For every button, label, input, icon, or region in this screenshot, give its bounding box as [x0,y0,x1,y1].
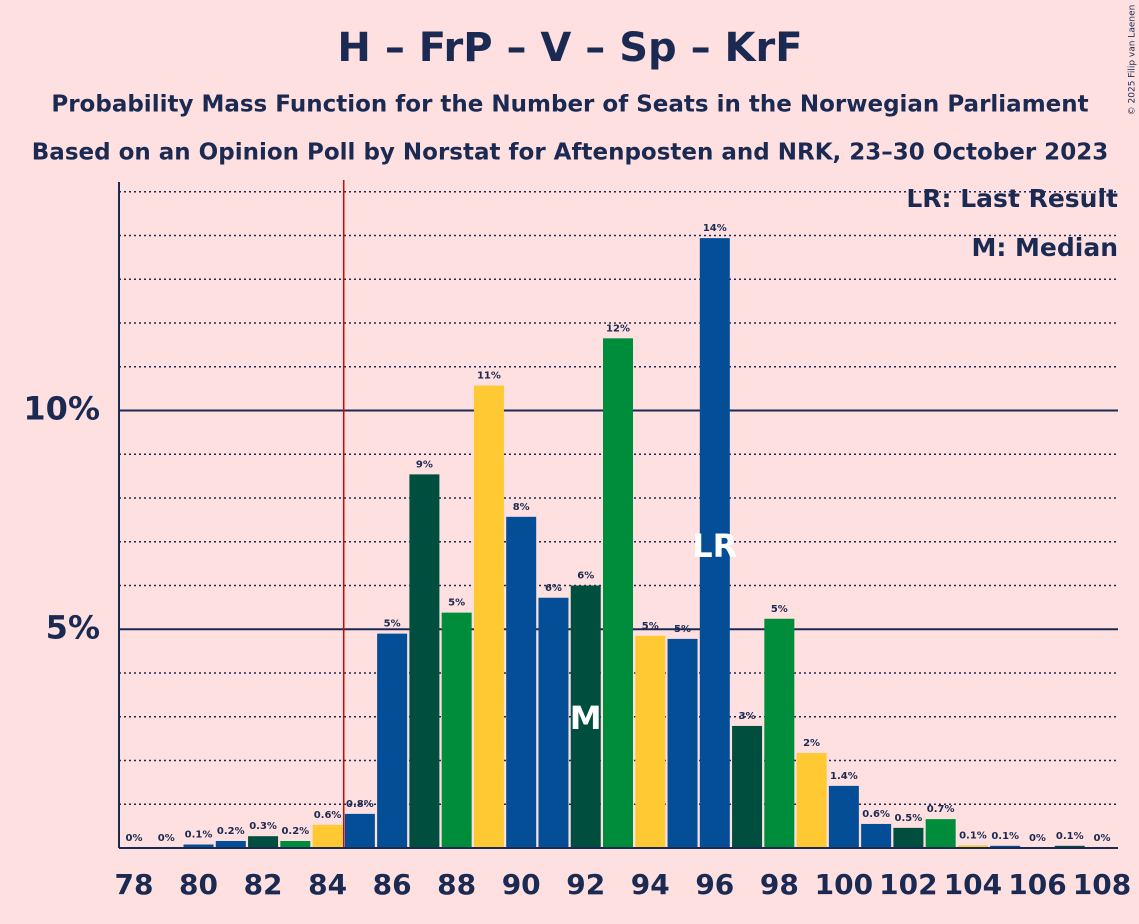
x-tick-label: 84 [308,868,347,901]
bar [764,618,795,848]
x-tick-label: 100 [815,868,873,901]
legend-entry: M: Median [971,233,1118,262]
data-label: 0.2% [217,826,245,837]
bar [828,785,859,848]
bar [538,597,569,848]
data-label: 0.3% [249,821,277,832]
x-tick-label: 94 [631,868,670,901]
data-label: 0.1% [959,830,987,841]
data-label: 6% [577,571,594,582]
bar [635,635,666,848]
bar [699,238,730,848]
data-label: 5% [771,604,788,615]
bar [344,813,375,848]
x-tick-label: 98 [760,868,799,901]
bar [990,845,1021,848]
data-label: 6% [545,583,562,594]
chart-subtitle: Probability Mass Function for the Number… [51,92,1088,118]
data-label: 0.1% [991,831,1019,842]
x-tick-label: 86 [373,868,412,901]
data-label: 0.8% [346,799,374,810]
bar [732,725,763,848]
bar [215,841,246,848]
chart-subtitle: Based on an Opinion Poll by Norstat for … [32,140,1108,166]
data-label: 0.6% [862,809,890,820]
data-label: 8% [513,502,530,513]
data-label: 0.6% [314,810,342,821]
y-tick-label: 10% [23,390,100,428]
data-label: 0% [126,833,143,844]
data-label: 5% [384,619,401,630]
x-tick-label: 78 [115,868,154,901]
bar [248,836,279,848]
data-label: 11% [477,371,501,382]
x-tick-label: 104 [944,868,1002,901]
bar [893,827,924,848]
data-label: 12% [606,323,630,334]
bar [280,841,311,848]
x-tick-label: 82 [244,868,283,901]
data-label: 0.1% [1056,831,1084,842]
bar [667,638,698,848]
data-label: 9% [416,459,433,470]
x-tick-label: 90 [502,868,541,901]
bar [473,385,504,848]
data-label: 0.2% [281,826,309,837]
data-label: 5% [674,624,691,635]
data-label: 5% [642,621,659,632]
bar [441,612,472,848]
x-tick-label: 108 [1073,868,1131,901]
bar [603,338,633,848]
chart-title: H – FrP – V – Sp – KrF [337,25,802,71]
x-tick-label: 102 [879,868,937,901]
bar [409,474,440,848]
data-label: 0.5% [895,813,923,824]
bar [377,633,408,848]
bar [570,585,601,848]
x-tick-label: 80 [179,868,218,901]
bar [312,824,343,848]
bar [925,819,956,848]
data-label: 0% [158,833,175,844]
data-label: 0.1% [185,830,213,841]
bar [957,845,988,848]
data-label: 0% [1029,833,1046,844]
y-tick-label: 5% [46,608,100,646]
x-tick-label: 106 [1008,868,1066,901]
data-label: 3% [739,711,756,722]
bar [796,753,827,848]
data-label: 0% [1094,833,1111,844]
x-tick-label: 88 [437,868,476,901]
data-label: 1.4% [830,771,858,782]
x-tick-label: 92 [566,868,605,901]
legend-entry: LR: Last Result [906,184,1118,213]
x-tick-label: 96 [695,868,734,901]
bar [1054,845,1085,848]
data-label: 14% [703,223,727,234]
data-label: 2% [803,738,820,749]
data-label: 5% [448,598,465,609]
bar [861,823,892,848]
bar [183,844,214,848]
last-result-marker: LR [692,527,737,565]
data-label: 0.7% [927,804,955,815]
bar [506,516,537,848]
copyright: © 2025 Filip van Laenen [1128,5,1138,116]
median-marker: M [570,699,602,737]
